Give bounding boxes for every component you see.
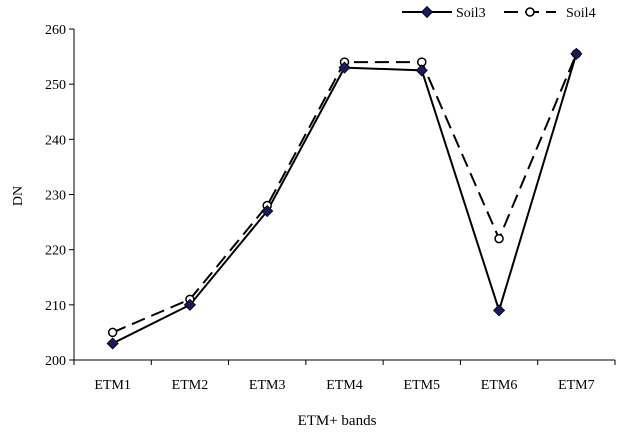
data-point-soil3 (415, 64, 428, 77)
data-point-soil3 (261, 204, 274, 218)
data-point-soil3 (493, 304, 506, 317)
data-point-soil4 (107, 327, 118, 338)
data-point-soil3 (183, 298, 196, 311)
x-tick-label: ETM1 (94, 378, 131, 393)
data-point-soil4 (494, 233, 504, 244)
legend: Soil3 Soil4 (402, 5, 596, 21)
y-tick-label: 230 (45, 189, 66, 204)
x-tick-label: ETM6 (481, 378, 518, 393)
x-tick-label: ETM3 (249, 378, 286, 393)
data-point-soil3 (338, 61, 351, 74)
y-tick-label: 260 (45, 23, 66, 38)
x-tick-label: ETM7 (558, 378, 595, 393)
series-line-soil3 (112, 53, 578, 345)
x-tick-label: ETM5 (404, 378, 441, 393)
x-tick-label: ETM4 (326, 378, 363, 393)
legend-label-soil3: Soil3 (456, 6, 486, 21)
y-axis: 200 210 220 230 240 250 260 (45, 23, 75, 369)
legend-marker-soil4 (525, 7, 535, 17)
series-line-soil4 (112, 53, 578, 334)
y-axis-label: DN (11, 186, 26, 206)
data-point-soil3 (570, 47, 583, 60)
x-axis: ETM1 ETM2 ETM3 ETM4 ETM5 ETM6 ETM7 (73, 359, 616, 393)
y-tick-label: 200 (45, 354, 66, 369)
y-tick-label: 240 (45, 133, 66, 148)
x-tick-label: ETM2 (172, 378, 209, 393)
x-axis-label: ETM+ bands (298, 413, 377, 429)
y-tick-label: 210 (45, 299, 66, 314)
legend-label-soil4: Soil4 (566, 6, 596, 21)
y-tick-label: 220 (45, 244, 66, 259)
data-point-soil3 (106, 337, 119, 350)
legend-marker-soil3 (420, 5, 434, 19)
y-tick-label: 250 (45, 78, 66, 93)
plot-area (106, 47, 583, 350)
